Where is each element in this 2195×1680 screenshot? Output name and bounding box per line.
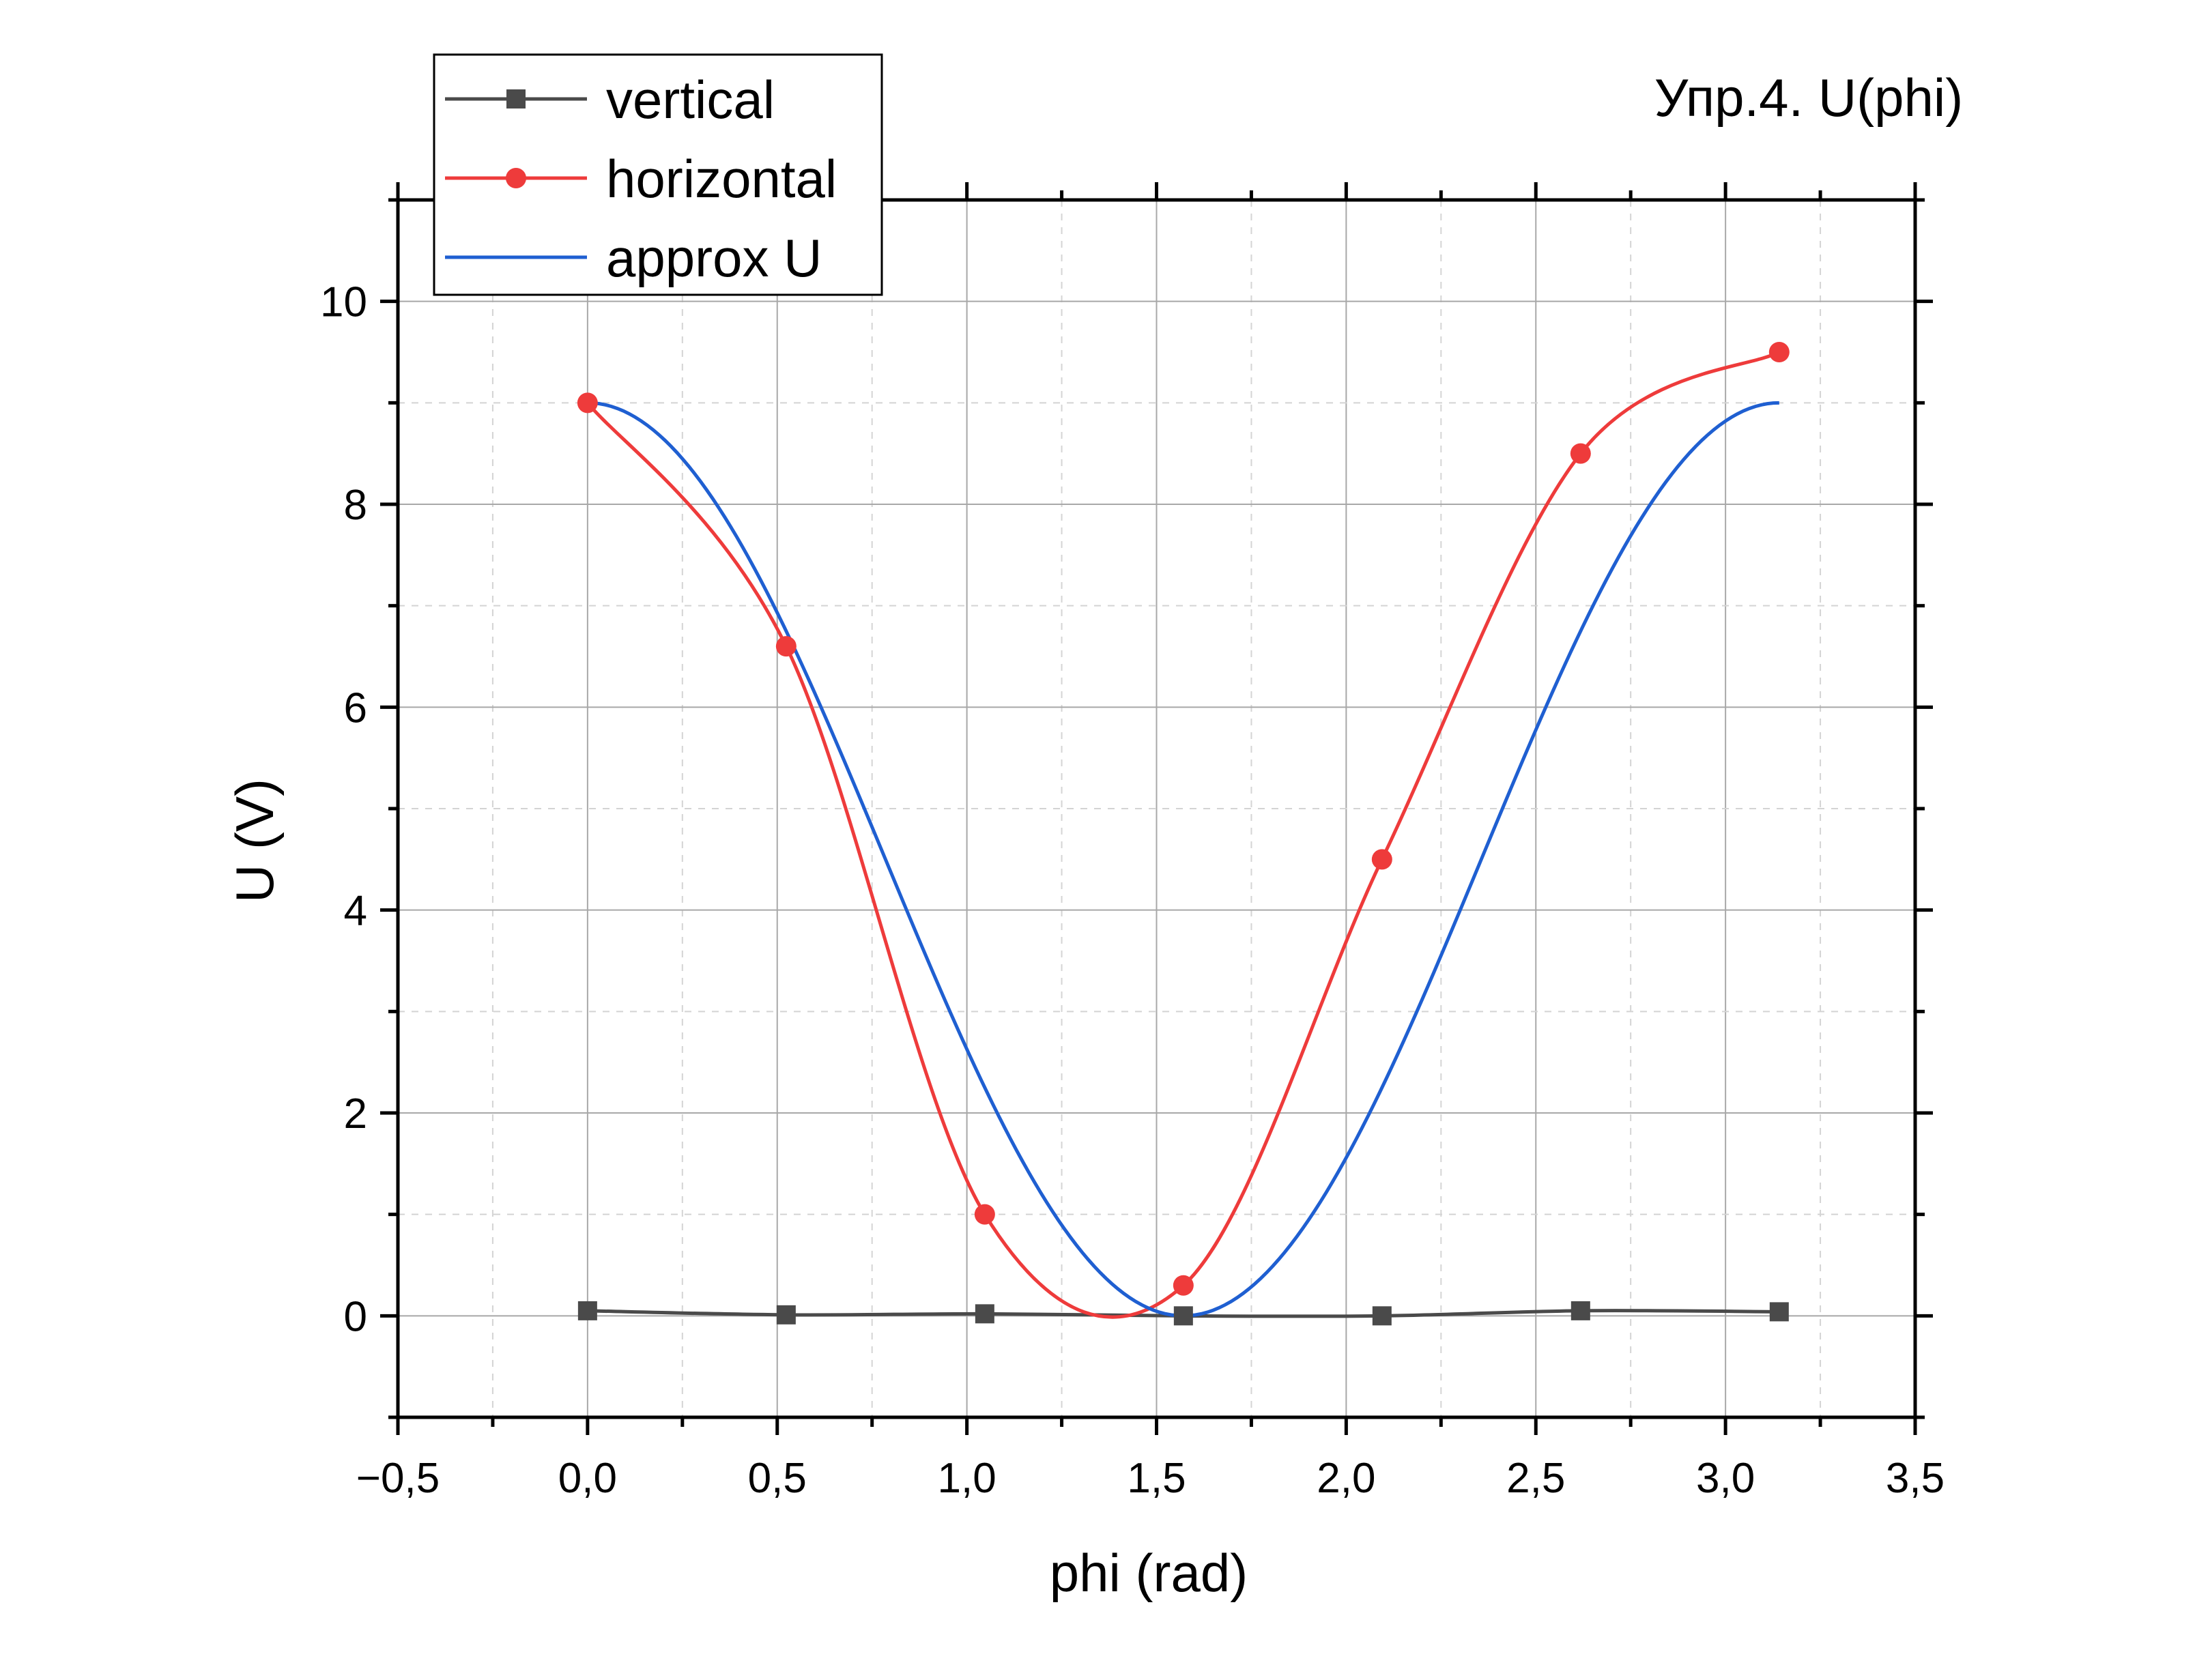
- plot-area: [577, 342, 1790, 1326]
- x-axis-label: phi (rad): [1050, 1543, 1248, 1603]
- data-point-horizontal: [577, 392, 598, 414]
- x-tick-label: 1,5: [1127, 1455, 1186, 1502]
- y-tick-label: 10: [320, 279, 367, 326]
- data-point-horizontal: [974, 1204, 995, 1225]
- x-tick-label: −0,5: [356, 1455, 440, 1502]
- data-point-horizontal: [775, 636, 797, 657]
- data-point-horizontal: [1173, 1275, 1194, 1296]
- x-tick-label: 0,0: [558, 1455, 617, 1502]
- x-tick-label: 3,5: [1886, 1455, 1945, 1502]
- x-tick-label: 0,5: [748, 1455, 807, 1502]
- series-markers: [577, 342, 1790, 1326]
- data-point-vertical: [1173, 1306, 1193, 1326]
- legend-marker-vertical: [506, 89, 526, 108]
- x-tick-label: 2,5: [1506, 1455, 1565, 1502]
- y-tick-labels: 0 2 4 6 8 10: [320, 279, 367, 1341]
- legend-marker-horizontal: [506, 168, 526, 188]
- data-point-horizontal: [1768, 342, 1790, 362]
- data-point-vertical: [776, 1305, 796, 1324]
- data-point-vertical: [577, 1301, 597, 1320]
- legend-label-vertical: vertical: [606, 70, 775, 130]
- data-point-vertical: [975, 1304, 994, 1324]
- chart-title: Упр.4. U(phi): [1654, 68, 1963, 128]
- data-point-vertical: [1372, 1306, 1392, 1326]
- legend-label-approx-u: approx U: [606, 228, 822, 288]
- x-tick-label: 1,0: [938, 1455, 996, 1502]
- legend-label-horizontal: horizontal: [606, 149, 837, 209]
- x-tick-label: 2,0: [1317, 1455, 1375, 1502]
- y-tick-label: 4: [344, 888, 367, 935]
- y-tick-label: 6: [344, 684, 367, 732]
- y-tick-label: 8: [344, 482, 367, 529]
- x-tick-labels: −0,5 0,0 0,5 1,0 1,5 2,0 2,5 3,0 3,5: [356, 1455, 1945, 1502]
- x-tick-label: 3,0: [1696, 1455, 1755, 1502]
- data-point-horizontal: [1570, 443, 1591, 464]
- y-tick-label: 0: [344, 1293, 367, 1340]
- data-point-horizontal: [1371, 849, 1392, 870]
- y-tick-label: 2: [344, 1090, 367, 1138]
- data-point-vertical: [1570, 1301, 1590, 1320]
- y-axis-label: U (V): [225, 779, 285, 903]
- data-point-vertical: [1769, 1302, 1789, 1322]
- legend: vertical horizontal approx U: [433, 53, 883, 296]
